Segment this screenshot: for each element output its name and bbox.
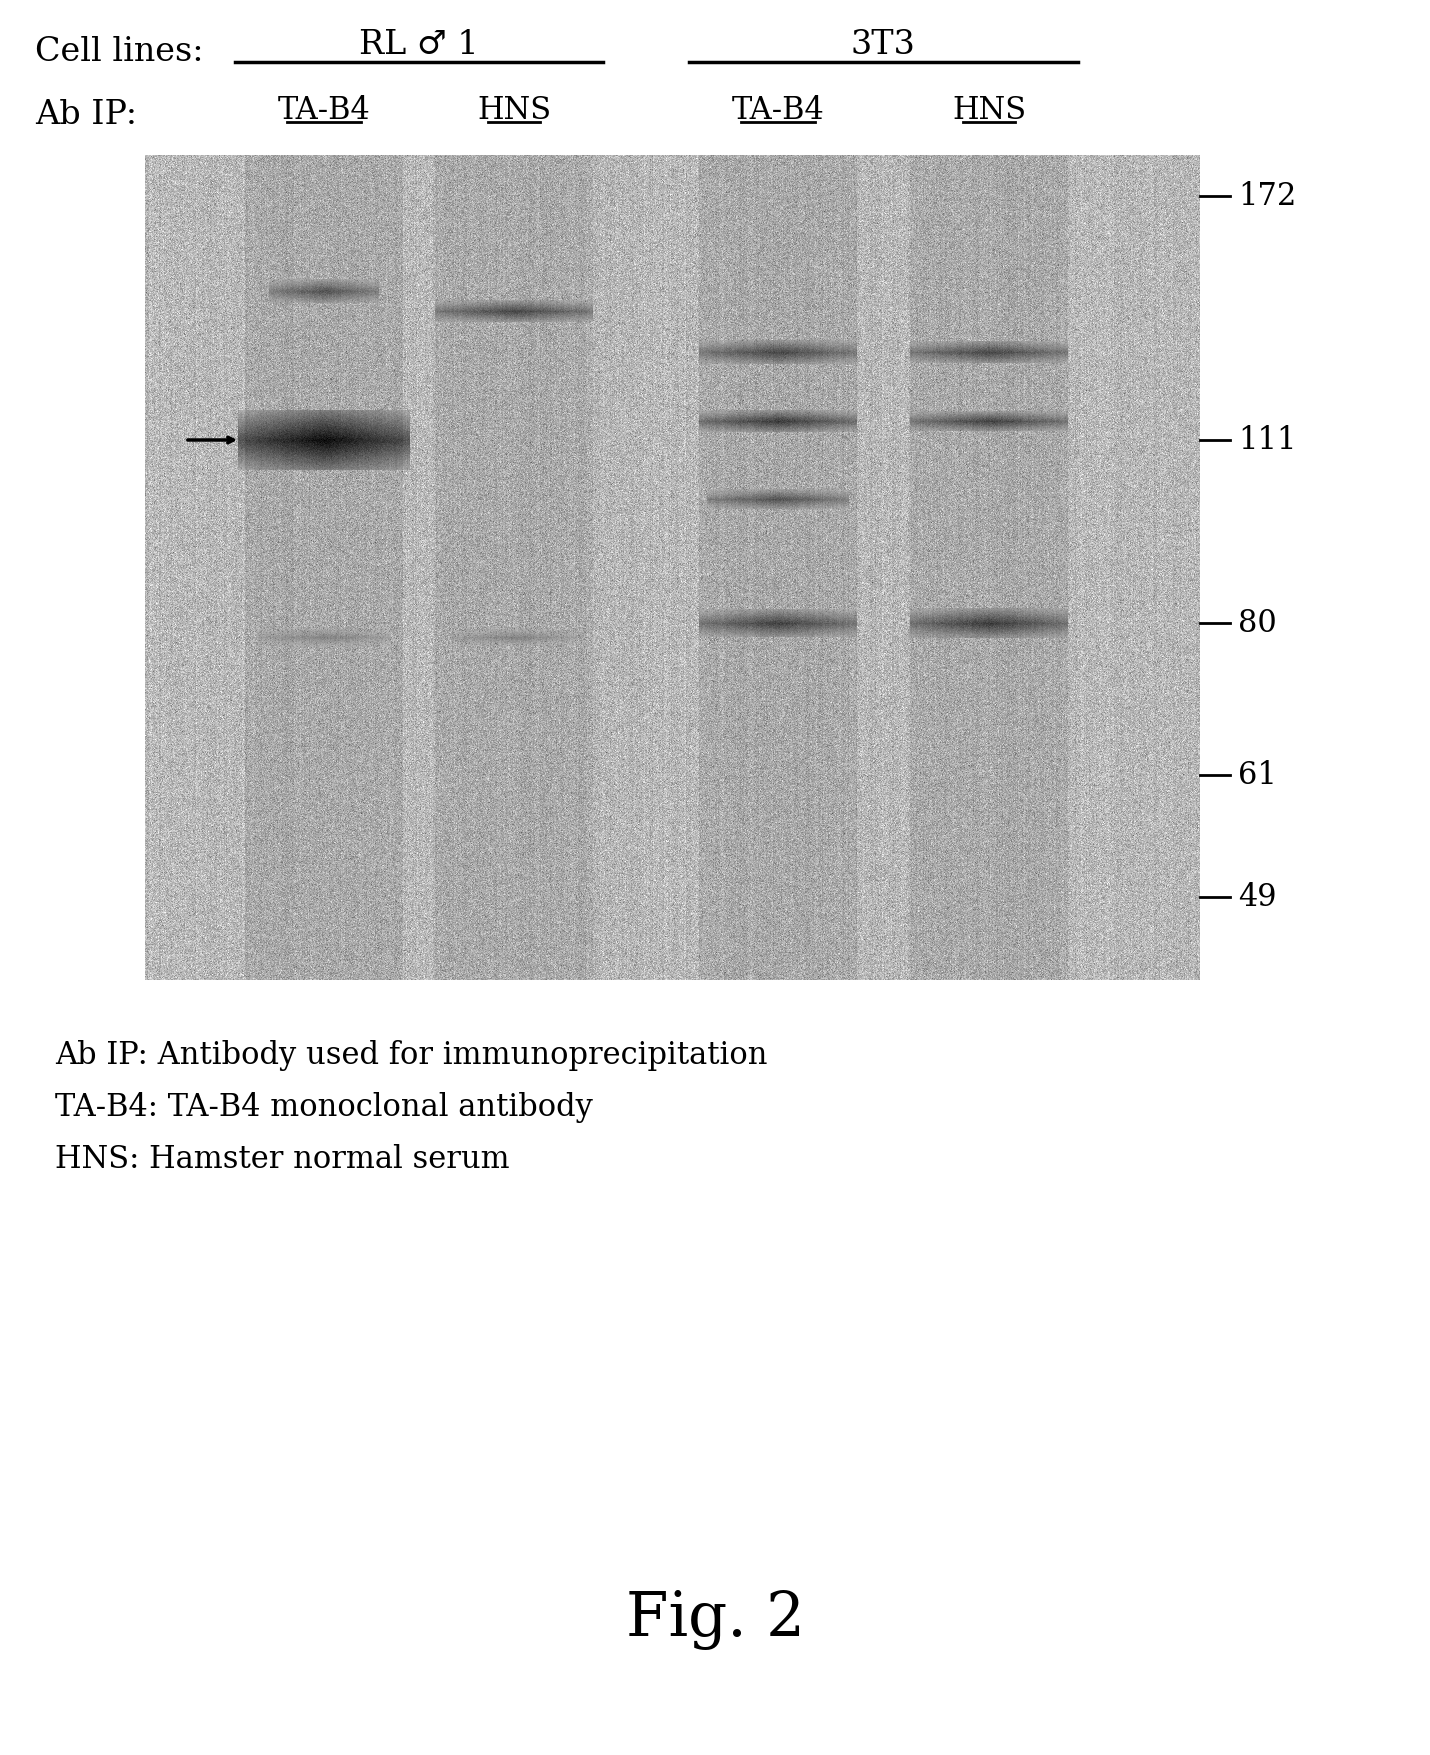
Text: 3T3: 3T3 <box>851 30 915 61</box>
Text: Cell lines:: Cell lines: <box>34 37 203 68</box>
Text: Fig. 2: Fig. 2 <box>625 1590 805 1650</box>
Text: Ab IP: Antibody used for immunoprecipitation: Ab IP: Antibody used for immunoprecipita… <box>54 1041 768 1071</box>
Text: 49: 49 <box>1238 881 1277 913</box>
Text: TA-B4: TA-B4 <box>277 95 370 126</box>
Text: HNS: Hamster normal serum: HNS: Hamster normal serum <box>54 1144 509 1176</box>
Text: Ab IP:: Ab IP: <box>34 98 137 132</box>
Text: 111: 111 <box>1238 425 1297 456</box>
Text: 61: 61 <box>1238 760 1277 790</box>
Text: HNS: HNS <box>952 95 1027 126</box>
Text: 172: 172 <box>1238 181 1297 212</box>
Text: TA-B4: TA-B4 <box>732 95 824 126</box>
Text: RL ♂ 1: RL ♂ 1 <box>359 30 479 61</box>
Text: HNS: HNS <box>478 95 551 126</box>
Text: TA-B4: TA-B4 monoclonal antibody: TA-B4: TA-B4 monoclonal antibody <box>54 1092 593 1123</box>
Text: 80: 80 <box>1238 607 1277 639</box>
